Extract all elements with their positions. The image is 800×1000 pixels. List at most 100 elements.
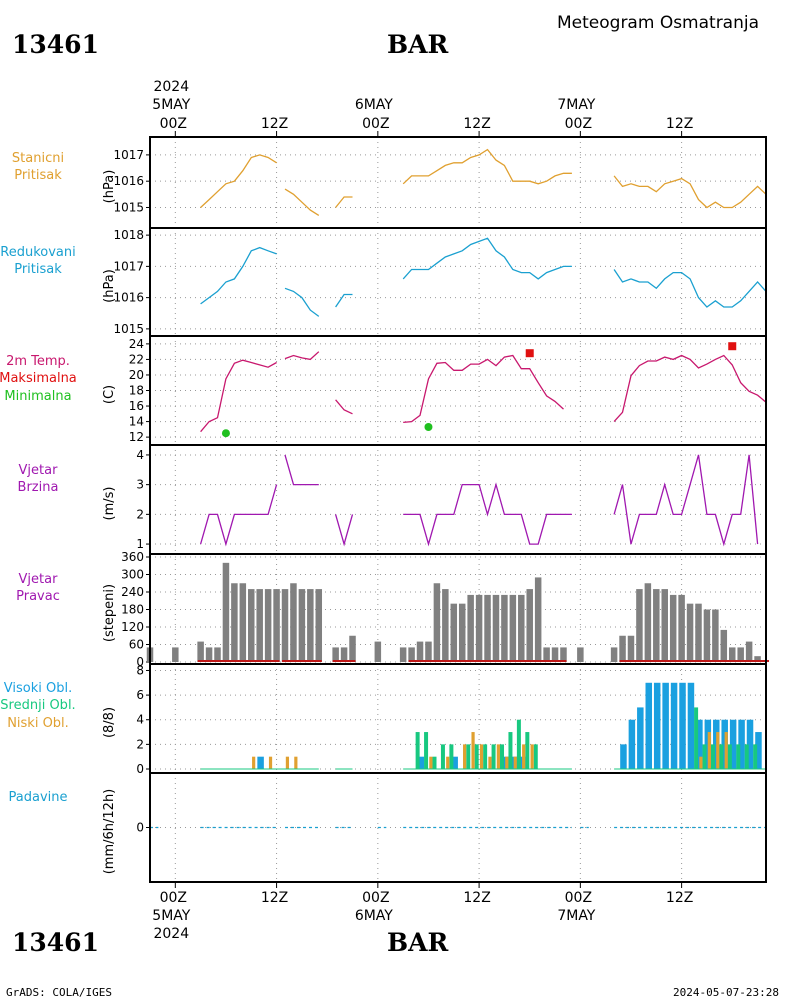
direction-bar [712,609,719,662]
direction-bar [349,635,356,662]
y-tick-label: 2 [136,507,144,521]
cloud-bar [471,732,475,769]
y-tick-label: 4 [136,448,144,462]
cloud-bar [707,732,711,769]
top-time-label: 12Z [463,116,490,132]
direction-bar [509,594,517,662]
bottom-time-label: 12Z [666,890,693,906]
series-line [402,148,572,185]
direction-bar [315,589,323,662]
cloud-bar [446,756,450,769]
cloud-bar [479,744,484,769]
panel-frame [149,227,767,337]
y-tick-label: 6 [136,688,144,702]
direction-bar [745,641,753,662]
cloud-bar [491,744,496,769]
direction-bar [214,647,221,662]
bottom-time-label: 00Z [362,890,389,906]
direction-bar [653,589,660,662]
direction-bar [695,603,702,662]
y-tick-label: 22 [129,352,144,366]
y-tick-label: 240 [121,585,144,599]
panel-label: Stanicni [12,151,64,166]
tmin-marker [424,423,433,432]
series-line [200,359,277,433]
series-line [335,399,353,415]
direction-bar [222,562,230,662]
direction-bar [172,647,179,662]
direction-bar [686,603,694,662]
panel-label: Vjetar [19,572,59,587]
top-time-label: 00Z [160,116,187,132]
panel-label: Pritisak [14,168,62,183]
station-name-bottom: BAR [387,928,449,957]
cloud-bar [505,756,509,769]
top-time-label: 00Z [565,116,592,132]
top-time-label: 12Z [666,116,693,132]
cloud-bar [488,756,492,769]
y-tick-label: 1017 [113,148,144,162]
direction-bar [425,641,432,662]
direction-bar [416,641,424,662]
cloud-bar [710,744,715,769]
cloud-bar [429,756,433,769]
cloud-bar [645,682,653,769]
cloud-bar [696,719,703,769]
station-id-bottom: 13461 [12,928,99,957]
cloud-bar [252,756,256,769]
direction-bar [467,594,474,662]
direction-bar [399,647,407,662]
tmax-marker [728,342,737,351]
y-axis-label: (hPa) [102,170,117,204]
direction-bar [728,647,736,662]
cloud-bar [702,744,707,769]
direction-bar [298,589,306,662]
cloud-bar [738,719,745,769]
y-tick-label: 0 [136,821,144,835]
cloud-bar [285,756,290,769]
series-line [284,454,319,486]
series-line [199,484,278,547]
direction-bar [669,594,677,662]
direction-bar [484,594,491,662]
cloud-bar [736,744,741,769]
cloud-bar [508,732,513,769]
y-tick-label: 60 [129,638,144,652]
credit-text: GrADS: COLA/IGES [6,986,112,999]
direction-bar [492,594,500,662]
direction-bar [307,589,314,662]
panel-label: Padavine [9,790,68,805]
bottom-time-label: 00Z [160,890,187,906]
direction-bar [627,635,635,662]
direction-bar [281,589,289,662]
panel-label: Redukovani [0,245,75,260]
y-tick-label: 1015 [113,322,144,336]
direction-bar [205,647,213,662]
cloud-bar [449,744,454,769]
panel-frame [149,335,767,446]
series-line [403,354,564,424]
direction-bar [273,589,280,662]
cloud-bar [620,744,627,769]
y-tick-label: 3 [136,478,144,492]
bottom-date-label: 7MAY [557,908,595,924]
station-name-top: BAR [387,30,449,59]
panel-label: Srednji Obl. [0,698,75,713]
y-tick-label: 24 [129,337,144,351]
direction-bar [256,589,263,662]
y-axis-label: (C) [102,385,117,404]
panel-frame [149,136,767,229]
cloud-bar [694,707,699,769]
cloud-bar [496,744,500,769]
cloud-bar [727,744,732,769]
top-time-label: 12Z [261,116,288,132]
direction-bar [501,594,508,662]
panel-label: Pravac [16,589,60,604]
bottom-date-label: 5MAY [152,908,190,924]
panel-reduced_pressure [146,227,767,337]
series-line [335,196,353,208]
direction-bar [374,641,382,662]
direction-bar [518,594,525,662]
direction-bar [450,603,458,662]
direction-bar [197,641,204,662]
